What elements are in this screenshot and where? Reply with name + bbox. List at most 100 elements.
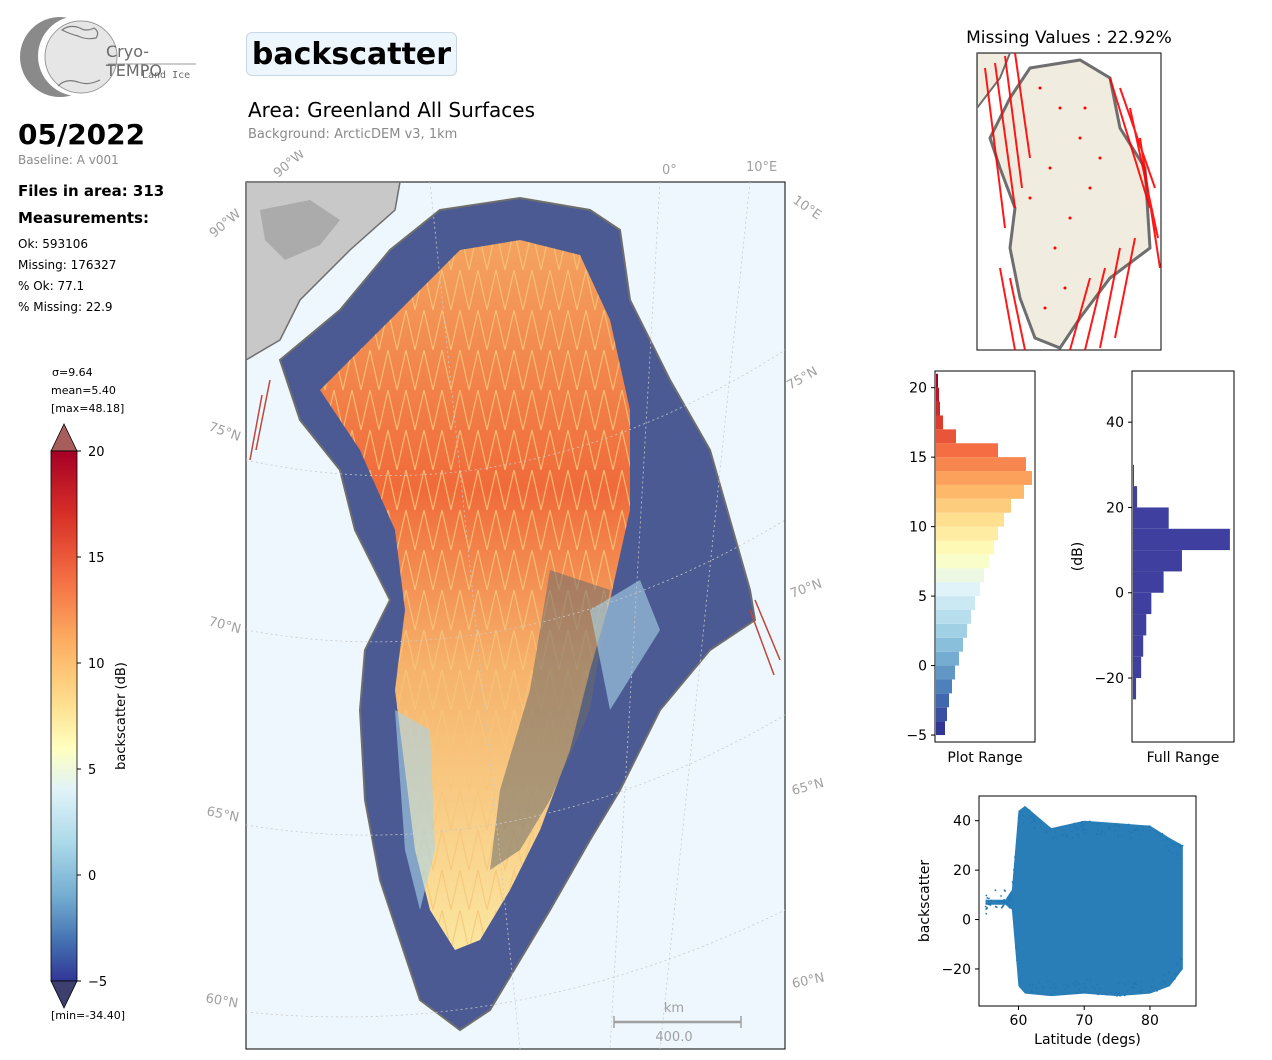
scatter-point	[1038, 981, 1040, 984]
scatter-point	[1085, 831, 1088, 834]
histogram-bar	[936, 471, 1032, 485]
histogram-bar	[936, 596, 975, 610]
scatter-point	[1139, 985, 1142, 988]
scatter-point	[1033, 820, 1036, 823]
histogram-bar	[936, 443, 998, 458]
scatter-point	[1030, 988, 1033, 991]
histogram-bar	[936, 387, 939, 402]
scatter-point	[1033, 826, 1036, 829]
scatter-point	[1079, 822, 1082, 825]
map-label-0: 0°	[662, 163, 677, 178]
map-label-90w-left: 90°W	[207, 206, 244, 241]
x-axis-label: Full Range	[1147, 750, 1220, 766]
colorbar-tick: 15	[88, 551, 105, 566]
scatter-point	[1098, 987, 1101, 990]
background-label: Background: ArcticDEM v3, 1km	[248, 127, 458, 142]
scatter-point	[1141, 829, 1144, 832]
scatter-point	[1115, 823, 1117, 826]
histogram-bar	[936, 665, 955, 680]
histogram-bar	[936, 693, 949, 708]
colorbar-mean: mean=5.40	[51, 384, 116, 397]
scatter-point	[984, 905, 987, 908]
histogram-bar	[1133, 635, 1144, 657]
scatter-point	[1062, 983, 1065, 986]
scatter-point	[1073, 825, 1076, 828]
colorbar-tick: 10	[88, 657, 105, 672]
scatter-point	[1171, 979, 1174, 981]
scatter-point	[1168, 849, 1171, 852]
scatter-point	[987, 903, 990, 906]
scatter-point	[1168, 971, 1170, 974]
scatter-point	[1176, 853, 1179, 856]
scatter-point	[1101, 830, 1103, 833]
missing-values-title: Missing Values : 22.92%	[966, 28, 1172, 48]
scatter-point	[1075, 991, 1078, 994]
scatter-point	[1164, 983, 1166, 986]
scatter-point	[1017, 817, 1020, 819]
scatter-point	[1035, 987, 1037, 990]
scatter-point	[1033, 817, 1035, 820]
logo-mark-icon	[20, 16, 196, 97]
scatter-point	[1171, 975, 1174, 978]
histogram-bar	[936, 373, 938, 388]
scatter-point	[1133, 987, 1136, 990]
scatter-point	[998, 900, 1001, 903]
scatter-point	[1114, 829, 1117, 832]
histogram-plot-range: 20 15 10 5 0 −5 Plot Range	[906, 370, 1036, 766]
scatter-point	[985, 894, 988, 897]
histogram-bar	[1133, 656, 1142, 679]
histogram-bar	[936, 526, 998, 541]
scale-bar: km 400.0	[613, 1001, 742, 1045]
scatter-point	[1029, 984, 1032, 986]
scale-value: 400.0	[655, 1030, 692, 1045]
scatter-point	[1095, 823, 1098, 826]
scatter-point	[1127, 980, 1130, 982]
scatter-point	[1179, 846, 1181, 849]
histogram-bar	[936, 512, 1004, 527]
scatter-point	[1105, 993, 1108, 996]
scatter-point	[1131, 986, 1134, 989]
scatter-point	[1055, 839, 1058, 841]
y-tick-label: −20	[1094, 671, 1124, 687]
histogram-bar	[936, 623, 967, 638]
stat-percent-ok: % Ok: 77.1	[18, 279, 85, 293]
y-tick-label: 5	[918, 589, 927, 605]
x-axis-label: Latitude (degs)	[1034, 1032, 1141, 1048]
map-label-10e-right: 10°E	[790, 193, 824, 223]
scatter-point	[1066, 835, 1069, 838]
scatter-point	[1130, 831, 1133, 834]
scatter-point	[1053, 982, 1055, 985]
scatter-point	[1165, 845, 1168, 848]
scatter-point	[1031, 991, 1034, 994]
scatter-point	[1148, 829, 1151, 832]
scatter-point	[1066, 833, 1069, 836]
scatter-point	[1041, 986, 1044, 989]
histogram-bar	[1133, 614, 1147, 636]
scatter-point	[1013, 868, 1015, 871]
scatter-point	[1077, 835, 1080, 838]
y-tick-label: 0	[918, 659, 927, 675]
scatter-point	[1159, 835, 1162, 838]
scatter-point	[1175, 963, 1178, 965]
histogram-bar	[936, 679, 952, 694]
scatter-point	[1008, 899, 1011, 902]
histogram-bar	[1133, 528, 1230, 551]
scatter-point	[1157, 831, 1159, 834]
scatter-point	[1114, 992, 1116, 995]
scatter-point	[1083, 990, 1086, 993]
stat-percent-missing: % Missing: 22.9	[18, 300, 113, 314]
scatter-point	[986, 906, 989, 909]
scatter-point	[1096, 833, 1099, 836]
scatter-point	[1173, 978, 1176, 980]
area-label: Area: Greenland All Surfaces	[248, 98, 535, 122]
scatter-point	[1085, 978, 1088, 981]
scatter-point	[1142, 826, 1145, 828]
scatter-point	[1028, 809, 1031, 812]
scatter-point	[1072, 982, 1075, 985]
plot-frame	[1131, 370, 1235, 743]
map-label-65n-right: 65°N	[790, 776, 826, 799]
scatter-point	[1103, 832, 1106, 835]
scatter-point	[1118, 981, 1121, 984]
map-label-60n-right: 60°N	[791, 970, 826, 991]
scatter-point	[1097, 823, 1099, 825]
